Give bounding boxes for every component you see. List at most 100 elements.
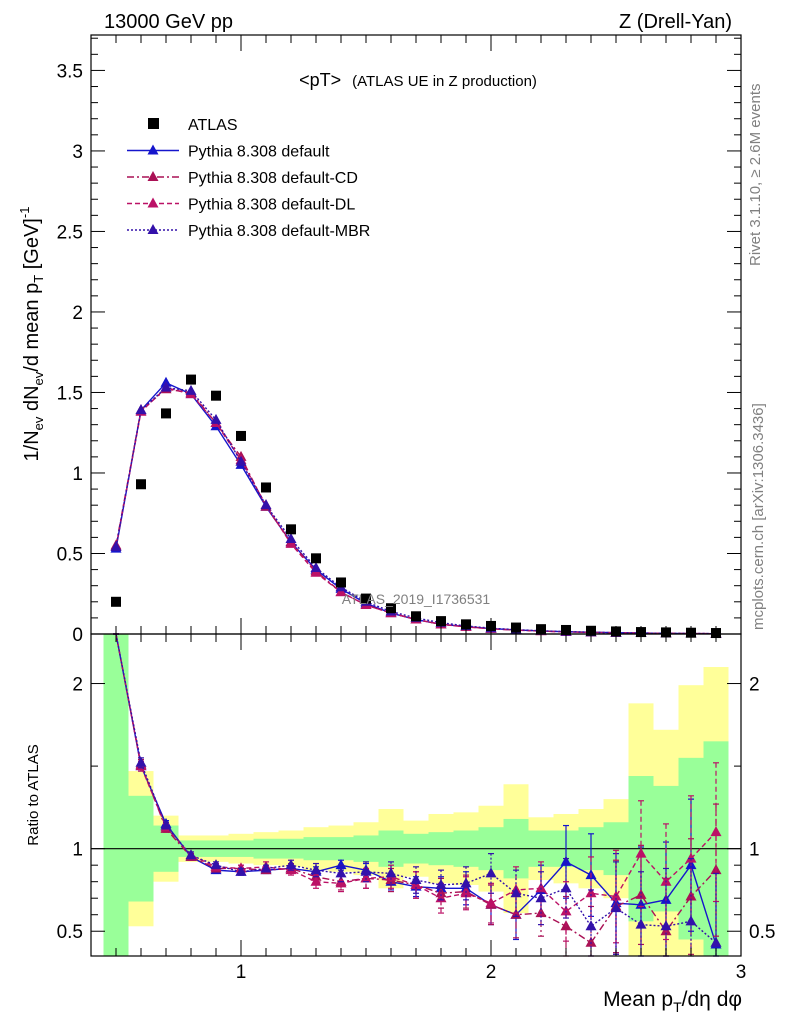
main-y-tick-label: 1 bbox=[72, 464, 83, 485]
atlas-data-point bbox=[161, 408, 171, 419]
legend-label-dl: Pythia 8.308 default-DL bbox=[188, 197, 355, 214]
ratio-marker-dl bbox=[310, 875, 322, 886]
atlas-data-point bbox=[136, 479, 146, 490]
main-marker-mbr bbox=[310, 561, 322, 572]
ratio-y-tick-label: 1 bbox=[72, 840, 83, 861]
main-y-tick-label: 1.5 bbox=[57, 383, 83, 404]
main-marker-mbr bbox=[260, 499, 272, 510]
legend-label-default: Pythia 8.308 default bbox=[188, 144, 330, 161]
header-process: Z (Drell-Yan) bbox=[619, 11, 732, 33]
main-axes: 0 0.5 1 1.5 2 2.5 3 3.5 bbox=[57, 35, 741, 956]
ratio-marker-cd bbox=[635, 888, 647, 899]
ratio-marker-mbr bbox=[510, 887, 522, 898]
main-y-tick-label: 3 bbox=[72, 142, 83, 163]
main-subtitle: (ATLAS UE in Z production) bbox=[352, 73, 537, 90]
ratio-y-tick-label: 2 bbox=[72, 675, 83, 696]
ratio-marker-mbr bbox=[335, 867, 347, 878]
main-y-axis-label: 1/Nev dNev/d mean pT [GeV]-1 bbox=[17, 207, 46, 462]
ratio-series-layer bbox=[113, 633, 722, 957]
main-title-line: <pT> (ATLAS UE in Z production) bbox=[299, 70, 537, 90]
x-axis-label: Mean pT/dη dφ bbox=[603, 988, 742, 1015]
ratio-marker-mbr bbox=[560, 882, 572, 893]
ratio-marker-dl bbox=[710, 826, 722, 837]
main-marker-mbr bbox=[285, 532, 297, 543]
ratio-marker-mbr bbox=[285, 859, 297, 870]
ratio-marker-mbr bbox=[460, 877, 472, 888]
ratio-marker-cd bbox=[585, 936, 597, 947]
main-y-tick-label: 0 bbox=[72, 625, 83, 646]
main-y-tick-label: 3.5 bbox=[57, 61, 83, 82]
main-y-tick-label: 2 bbox=[72, 303, 83, 324]
ratio-marker-mbr bbox=[410, 874, 422, 885]
legend-label-mbr: Pythia 8.308 default-MBR bbox=[188, 223, 370, 240]
ratio-marker-mbr bbox=[710, 936, 722, 947]
ratio-marker-dl bbox=[360, 872, 372, 883]
atlas-data-point bbox=[311, 553, 321, 564]
ratio-marker-mbr bbox=[385, 867, 397, 878]
ratio-marker-mbr bbox=[610, 902, 622, 913]
main-marker-mbr bbox=[210, 413, 222, 424]
ratio-marker-mbr bbox=[360, 865, 372, 876]
atlas-data-point bbox=[211, 390, 221, 401]
legend-entry-dl: Pythia 8.308 default-DL bbox=[127, 197, 355, 214]
legend-marker-cd bbox=[147, 171, 159, 181]
atlas-data-point bbox=[461, 619, 471, 630]
atlas-data-point bbox=[361, 593, 371, 604]
legend-entry-default: Pythia 8.308 default bbox=[127, 144, 330, 161]
atlas-data-point bbox=[386, 603, 396, 614]
ratio-marker-dl bbox=[560, 905, 572, 916]
legend-entry-cd: Pythia 8.308 default-CD bbox=[127, 170, 358, 187]
main-marker-mbr bbox=[135, 404, 147, 415]
main-marker-mbr bbox=[160, 381, 172, 392]
ratio-y-tick-label: 0.5 bbox=[57, 922, 83, 943]
analysis-watermark: ATLAS_2019_I1736531 bbox=[342, 591, 491, 607]
ratio-marker-dl bbox=[335, 877, 347, 888]
ratio-marker-mbr bbox=[210, 859, 222, 870]
legend-entry-atlas: ATLAS bbox=[148, 117, 238, 134]
ratio-y-axis-label: Ratio to ATLAS bbox=[25, 744, 42, 845]
atlas-data-point bbox=[436, 616, 446, 627]
atlas-data-point bbox=[336, 577, 346, 588]
legend: ATLAS Pythia 8.308 default Pythia 8.308 de… bbox=[127, 117, 370, 240]
x-tick-label: 3 bbox=[736, 962, 747, 983]
ratio-marker-mbr bbox=[310, 864, 322, 875]
ratio-marker-mbr bbox=[235, 865, 247, 876]
rivet-version-text: Rivet 3.1.10, ≥ 2.6M events bbox=[747, 84, 764, 267]
main-marker-mbr bbox=[110, 541, 122, 552]
x-tick-label: 1 bbox=[236, 962, 247, 983]
main-marker-mbr bbox=[185, 384, 197, 395]
main-marker-mbr bbox=[235, 455, 247, 466]
atlas-data-point bbox=[261, 482, 271, 493]
main-y-tick-label: 0.5 bbox=[57, 544, 83, 565]
legend-marker-dl bbox=[147, 197, 159, 208]
ratio-marker-default bbox=[335, 859, 347, 870]
ratio-marker-mbr bbox=[685, 915, 697, 926]
ratio-y-tick-label-right: 0.5 bbox=[749, 922, 775, 943]
ratio-marker-mbr bbox=[160, 819, 172, 830]
ratio-marker-dl bbox=[585, 887, 597, 898]
legend-label-cd: Pythia 8.308 default-CD bbox=[188, 170, 358, 187]
legend-entry-mbr: Pythia 8.308 default-MBR bbox=[127, 223, 370, 240]
main-title: <pT> bbox=[299, 70, 341, 90]
ratio-marker-default bbox=[560, 855, 572, 866]
ratio-marker-dl bbox=[635, 847, 647, 858]
ratio-marker-dl bbox=[685, 852, 697, 863]
mcplots-credit-text: mcplots.cern.ch [arXiv:1306.3436] bbox=[750, 403, 767, 630]
ratio-marker-mbr bbox=[635, 918, 647, 929]
ratio-marker-dl bbox=[535, 882, 547, 893]
legend-marker-default bbox=[147, 144, 159, 155]
x-tick-label: 2 bbox=[486, 962, 497, 983]
legend-label-atlas: ATLAS bbox=[188, 117, 238, 134]
ratio-y-tick-label-right: 1 bbox=[749, 840, 760, 861]
legend-marker-mbr bbox=[147, 224, 159, 234]
atlas-data-point bbox=[236, 430, 246, 441]
ratio-marker-mbr bbox=[135, 756, 147, 767]
atlas-data-point bbox=[186, 374, 196, 385]
atlas-data-point bbox=[111, 596, 121, 607]
ratio-marker-mbr bbox=[585, 920, 597, 931]
atlas-data-point bbox=[411, 611, 421, 622]
ratio-marker-mbr bbox=[660, 920, 672, 931]
ratio-marker-mbr bbox=[260, 862, 272, 873]
ratio-marker-mbr bbox=[435, 878, 447, 889]
